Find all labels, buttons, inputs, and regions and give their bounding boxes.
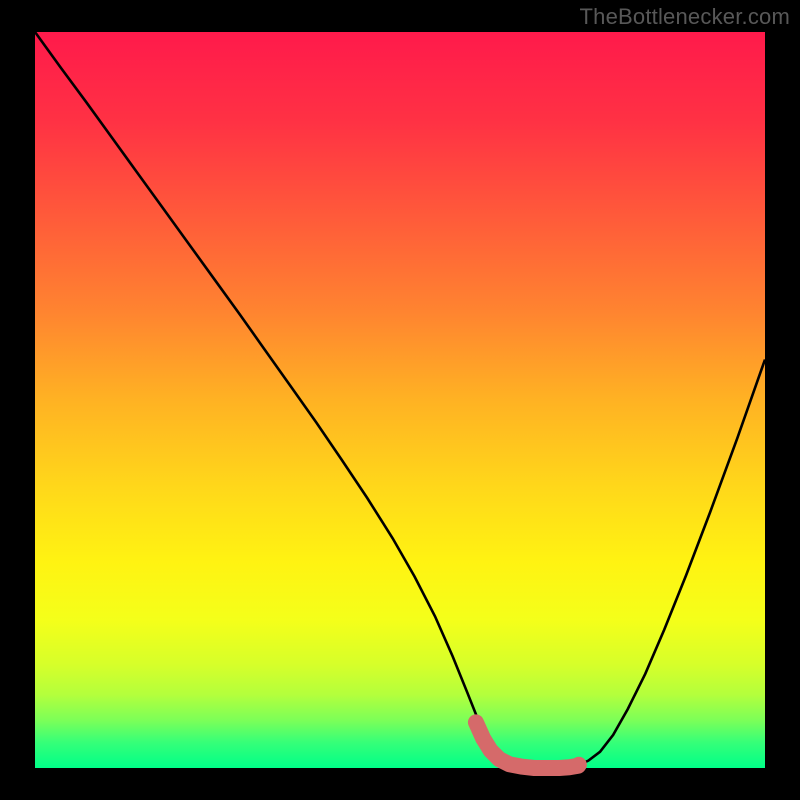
plot-area (35, 32, 765, 768)
watermark-text: TheBottlenecker.com (580, 4, 790, 30)
optimal-point-dot (571, 757, 587, 773)
bottleneck-curve-chart (0, 0, 800, 800)
chart-canvas: TheBottlenecker.com (0, 0, 800, 800)
